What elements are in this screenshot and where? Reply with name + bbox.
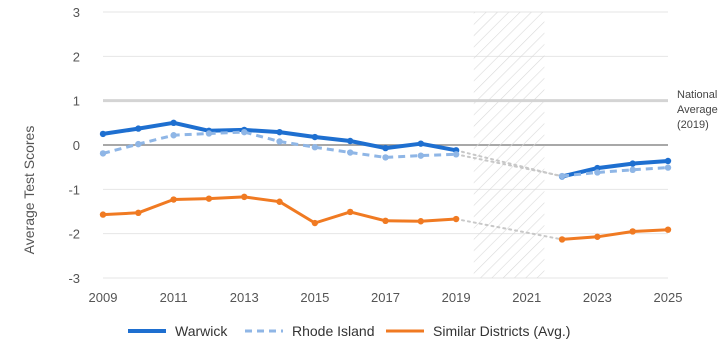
data-point [241,128,248,136]
data-point [417,152,425,159]
national-average-label: (2019) [677,119,709,131]
data-point [311,219,319,227]
gap-connector [455,218,564,241]
data-point [382,144,389,152]
data-point [170,119,177,127]
data-point [594,164,601,172]
data-point [558,172,566,180]
data-point [452,151,460,158]
y-tick-label: -2 [68,227,80,242]
data-point [276,138,283,145]
data-point [170,132,177,139]
national-average-label: National [677,89,717,101]
legend-label: Warwick [175,323,228,339]
data-point [629,160,636,167]
data-point [241,193,248,201]
data-point [346,137,354,145]
data-point [205,130,213,137]
x-tick-label: 2013 [230,290,259,305]
data-point [99,130,107,138]
series-line [561,166,669,178]
data-point [135,140,142,148]
x-tick-label: 2017 [371,290,400,305]
data-point [99,211,107,218]
y-tick-label: 1 [73,94,80,109]
y-tick-label: 3 [73,5,80,20]
axis-labels: 2009 2011 2013 2015 2017 2019 2021 2023 2025 3 2 1 0… [68,5,682,305]
data-point [558,236,566,243]
data-point [311,144,319,151]
series-line [560,159,670,179]
x-tick-label: 2023 [583,290,612,305]
data-point [664,164,672,171]
x-tick-label: 2025 [654,290,683,305]
x-tick-label: 2015 [300,290,329,305]
data-point [99,150,107,157]
y-axis-label: Average Test Scores [21,126,37,255]
data-point [594,169,601,176]
data-point [135,125,142,132]
y-tick-label: 2 [73,49,80,64]
data-point [629,228,636,235]
data-point [664,157,672,165]
x-tick-label: 2021 [512,290,541,305]
data-point [382,217,389,225]
data-point [346,208,354,216]
y-tick-label: -3 [68,271,80,286]
shaded-period-area [473,12,545,278]
shaded-period [473,12,545,278]
series-group [99,119,672,243]
series-line [101,120,459,153]
data-point [382,154,389,161]
x-tick-label: 2019 [442,290,471,305]
data-point [629,166,636,174]
national-average-label: Average [677,104,718,116]
data-point [135,209,142,217]
gap-connector [455,153,564,178]
data-point [346,149,354,156]
data-point [594,233,601,240]
y-tick-label: 0 [73,138,80,153]
x-tick-label: 2011 [160,290,188,305]
data-point [452,215,460,223]
series-line [560,228,670,241]
data-point [205,195,213,202]
data-point [664,226,672,233]
data-point [417,140,425,147]
data-point [311,133,319,141]
legend-label: Rhode Island [292,323,375,339]
data-point [170,196,177,203]
reference-line-group: National Average (2019) [103,89,718,131]
data-point [276,128,283,136]
legend-label: Similar Districts (Avg.) [433,323,570,339]
y-tick-label: -1 [68,182,80,197]
data-point [417,218,425,225]
x-tick-label: 2009 [89,290,118,305]
legend: Warwick Rhode Island Similar Districts (Av… [128,323,570,339]
data-point [276,198,283,205]
